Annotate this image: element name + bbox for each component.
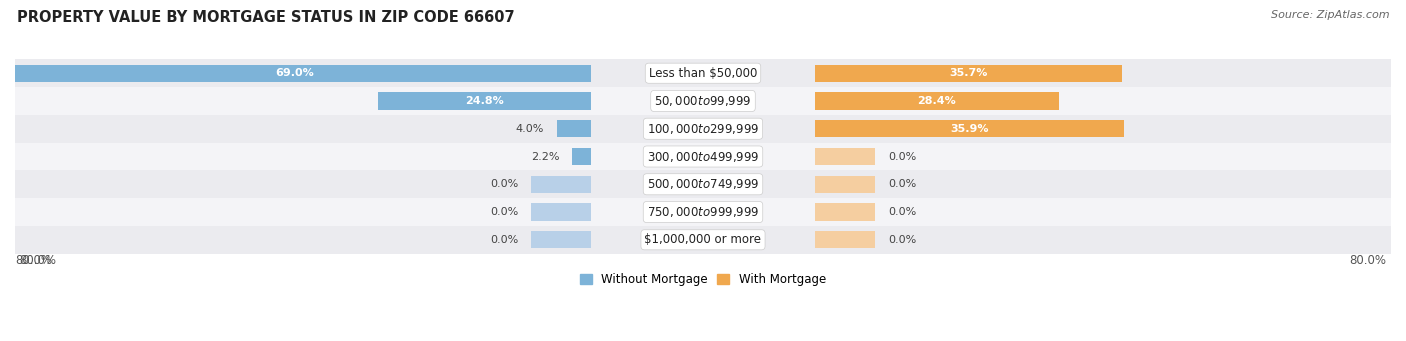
Text: 0.0%: 0.0%: [489, 179, 517, 189]
Text: 0.0%: 0.0%: [889, 179, 917, 189]
Text: 0.0%: 0.0%: [889, 235, 917, 245]
Text: 80.0%: 80.0%: [20, 254, 56, 267]
Text: Source: ZipAtlas.com: Source: ZipAtlas.com: [1271, 10, 1389, 20]
Bar: [15, 143, 1391, 170]
Text: 0.0%: 0.0%: [489, 235, 517, 245]
Text: 35.9%: 35.9%: [950, 124, 988, 134]
Bar: [15, 198, 1391, 226]
Text: $300,000 to $499,999: $300,000 to $499,999: [647, 149, 759, 163]
Text: $1,000,000 or more: $1,000,000 or more: [644, 233, 762, 246]
Legend: Without Mortgage, With Mortgage: Without Mortgage, With Mortgage: [575, 268, 831, 291]
Text: $100,000 to $299,999: $100,000 to $299,999: [647, 122, 759, 136]
Text: 0.0%: 0.0%: [889, 151, 917, 162]
Text: Less than $50,000: Less than $50,000: [648, 67, 758, 80]
Text: PROPERTY VALUE BY MORTGAGE STATUS IN ZIP CODE 66607: PROPERTY VALUE BY MORTGAGE STATUS IN ZIP…: [17, 10, 515, 25]
Bar: [815, 148, 875, 165]
Text: $50,000 to $99,999: $50,000 to $99,999: [654, 94, 752, 108]
Text: $750,000 to $999,999: $750,000 to $999,999: [647, 205, 759, 219]
Bar: [531, 231, 591, 248]
Bar: [557, 120, 591, 137]
Text: 0.0%: 0.0%: [489, 207, 517, 217]
Bar: [15, 115, 1391, 143]
Bar: [815, 231, 875, 248]
Bar: [0, 64, 591, 82]
Text: 0.0%: 0.0%: [889, 207, 917, 217]
Text: 24.8%: 24.8%: [465, 96, 503, 106]
Text: 28.4%: 28.4%: [918, 96, 956, 106]
Bar: [531, 204, 591, 221]
Bar: [815, 92, 1059, 109]
Bar: [815, 64, 1122, 82]
Bar: [15, 170, 1391, 198]
Bar: [15, 87, 1391, 115]
Bar: [815, 204, 875, 221]
Text: 35.7%: 35.7%: [949, 68, 987, 78]
Text: 80.0%: 80.0%: [15, 254, 52, 267]
Text: 69.0%: 69.0%: [276, 68, 314, 78]
Text: $500,000 to $749,999: $500,000 to $749,999: [647, 177, 759, 191]
Bar: [815, 120, 1123, 137]
Text: 4.0%: 4.0%: [516, 124, 544, 134]
Bar: [378, 92, 591, 109]
Bar: [15, 226, 1391, 254]
Bar: [572, 148, 591, 165]
Bar: [15, 59, 1391, 87]
Bar: [815, 176, 875, 193]
Text: 2.2%: 2.2%: [531, 151, 560, 162]
Bar: [531, 176, 591, 193]
Text: 80.0%: 80.0%: [1350, 254, 1386, 267]
